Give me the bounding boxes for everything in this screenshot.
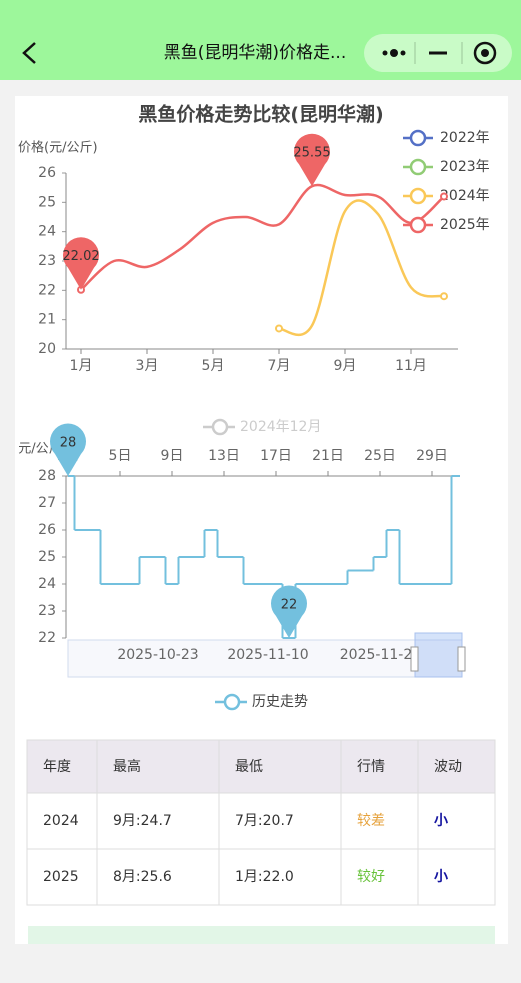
- pin: [50, 423, 86, 476]
- pin-label: 25.55: [293, 146, 330, 161]
- y-tick-label: 25: [38, 549, 56, 565]
- pin: [271, 585, 307, 638]
- legend-label: 2024年: [440, 188, 490, 204]
- pin: [293, 133, 330, 187]
- table-cell: 2024: [43, 813, 79, 829]
- x-tick-label: 13日: [208, 448, 240, 464]
- legend-marker: [211, 418, 229, 436]
- pin-label: 28: [60, 436, 77, 451]
- legend-label: 2025年: [440, 217, 490, 233]
- y-tick-label: 24: [38, 224, 56, 240]
- x-tick-label: 7月: [268, 358, 291, 374]
- legend-label: 2024年12月: [240, 419, 321, 435]
- pin-label: 22: [281, 598, 298, 613]
- legend-label: 2023年: [440, 159, 490, 175]
- x-tick-label: 25日: [364, 448, 396, 464]
- legend-marker: [409, 129, 427, 147]
- zoom-handle[interactable]: [410, 646, 419, 672]
- legend-marker: [409, 216, 427, 234]
- x-tick-label: 17日: [260, 448, 292, 464]
- y-tick-label: 21: [38, 312, 56, 328]
- table-cell: 7月:20.7: [235, 813, 294, 829]
- legend-label: 历史走势: [252, 694, 308, 710]
- table-cell: 小: [434, 869, 448, 885]
- page-title: 黑鱼(昆明华潮)价格走...: [164, 43, 346, 63]
- y-axis-label: 价格(元/公斤): [18, 140, 98, 156]
- series-line: [80, 183, 445, 291]
- legend-marker: [409, 158, 427, 176]
- x-tick-label: 29日: [416, 448, 448, 464]
- bottom-strip: [0, 944, 521, 979]
- x-tick-label: 21日: [312, 448, 344, 464]
- more-button[interactable]: [382, 49, 406, 57]
- y-tick-label: 22: [38, 282, 56, 298]
- x-tick-label: 11月: [395, 358, 427, 374]
- table-header: 最高: [113, 758, 141, 775]
- x-tick-label: 3月: [136, 358, 159, 374]
- zoom-window: [414, 632, 463, 678]
- zoom-track: [67, 639, 463, 678]
- point: [440, 192, 448, 201]
- y-tick-label: 20: [38, 341, 56, 357]
- table-header: 最低: [235, 759, 263, 775]
- pin-label: 22.02: [62, 249, 99, 264]
- zoom-handle[interactable]: [457, 646, 466, 672]
- x-tick-label: 5月: [202, 358, 225, 374]
- pin: [63, 237, 99, 290]
- y-tick-label: 26: [38, 165, 56, 181]
- back-button[interactable]: [22, 42, 36, 64]
- y-tick-label: 28: [38, 468, 56, 484]
- series-line: [278, 199, 445, 337]
- x-tick-label: 9月: [334, 358, 357, 374]
- y-tick-label: 25: [38, 194, 56, 210]
- table-header: 年度: [43, 759, 71, 775]
- table-border: [26, 739, 496, 906]
- table-cell: 1月:22.0: [235, 869, 294, 885]
- y-tick-label: 24: [38, 576, 56, 592]
- table-cell: 9月:24.7: [113, 813, 172, 829]
- y-tick-label: 23: [38, 603, 56, 619]
- y-tick-label: 26: [38, 522, 56, 538]
- y-tick-label: 27: [38, 495, 56, 511]
- table-header: 行情: [357, 759, 385, 775]
- legend-label: 2022年: [440, 130, 490, 146]
- legend-marker: [409, 187, 427, 205]
- table-header-bg: [27, 740, 495, 793]
- chart-title: 黑鱼价格走势比较(昆明华潮): [138, 103, 383, 126]
- zoom-label: 2025-10-23: [117, 647, 198, 663]
- point: [275, 324, 283, 333]
- y-tick-label: 22: [38, 630, 56, 646]
- x-tick-label: 9日: [161, 448, 184, 464]
- legend-marker: [223, 693, 241, 711]
- zoom-label: 2025-11-2: [340, 647, 412, 663]
- x-tick-label: 5日: [109, 448, 132, 464]
- y-tick-label: 23: [38, 253, 56, 269]
- table-cell: 2025: [43, 869, 79, 885]
- table-cell: 较差: [357, 813, 385, 829]
- x-tick-label: 1月: [70, 358, 93, 374]
- close-button[interactable]: [473, 41, 497, 65]
- table-cell: 8月:25.6: [113, 869, 172, 885]
- table-cell: 较好: [357, 869, 385, 885]
- point: [440, 292, 448, 301]
- zoom-label: 2025-11-10: [227, 647, 308, 663]
- note-box: [28, 926, 495, 944]
- table-cell: 小: [434, 813, 448, 829]
- table-header: 波动: [434, 759, 462, 775]
